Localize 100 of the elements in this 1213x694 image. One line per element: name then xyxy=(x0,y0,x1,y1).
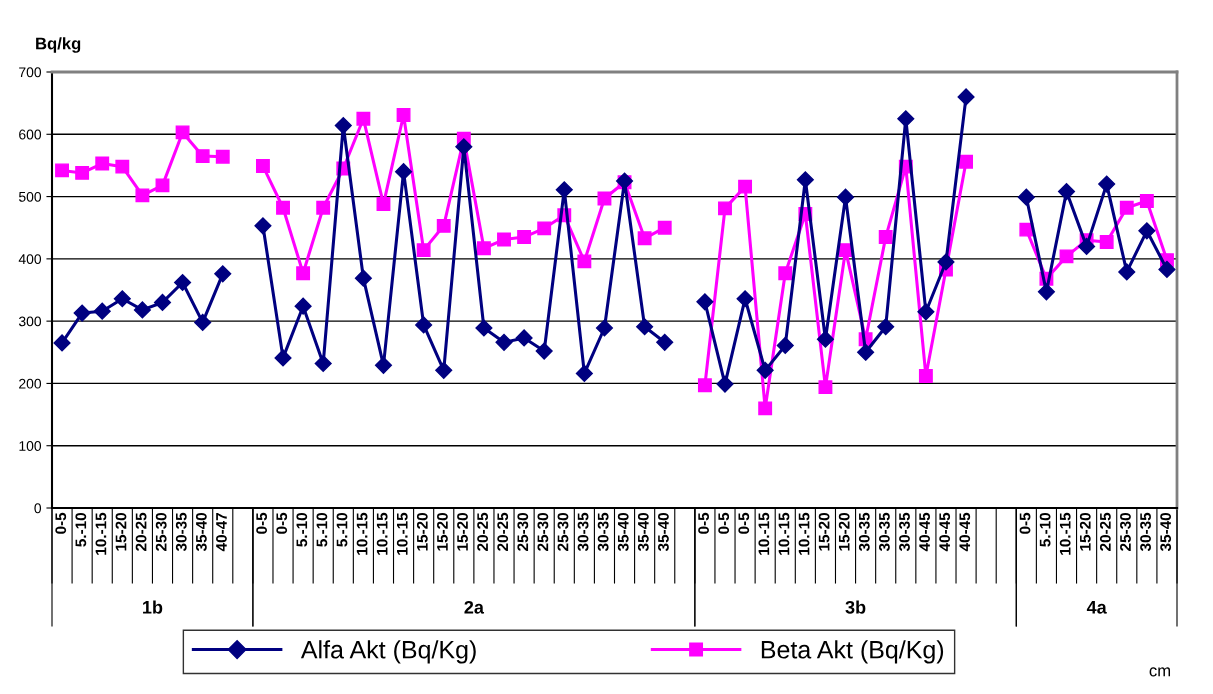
point xyxy=(354,269,372,287)
x-tick-label: 15-20 xyxy=(416,512,428,551)
point xyxy=(878,230,893,245)
point xyxy=(656,333,674,351)
point xyxy=(276,200,290,215)
point xyxy=(515,329,533,347)
x-tick-label: 10.-15 xyxy=(356,512,368,555)
point xyxy=(155,178,170,193)
point xyxy=(396,108,411,122)
point xyxy=(476,241,491,256)
point xyxy=(1139,193,1154,208)
point xyxy=(836,188,855,206)
point xyxy=(697,378,712,393)
x-tick-label: 25-30 xyxy=(557,512,569,551)
x-tick-label: 30-35 xyxy=(858,512,870,552)
x-tick-label: 30-35 xyxy=(175,512,187,552)
x-tick-label: 10.-15 xyxy=(798,512,810,555)
point xyxy=(53,334,71,352)
point xyxy=(316,200,331,215)
point xyxy=(296,266,311,281)
point xyxy=(597,191,612,206)
x-tick-label: 30-35 xyxy=(878,512,890,552)
point xyxy=(175,125,190,140)
point xyxy=(857,343,875,361)
x-tick-label: 30-35 xyxy=(597,512,609,552)
point xyxy=(1098,175,1116,193)
point xyxy=(555,181,573,199)
point xyxy=(897,110,915,128)
point xyxy=(718,201,732,216)
x-tick-label: 0-5 xyxy=(1019,512,1031,534)
point xyxy=(1119,200,1134,215)
x-tick-label: 15-20 xyxy=(437,512,448,551)
point xyxy=(877,318,895,336)
point xyxy=(1078,237,1096,255)
point xyxy=(376,197,391,211)
x-tick-label: 5.-10 xyxy=(75,512,87,547)
point xyxy=(636,318,654,336)
y-axis-title: Bq/kg xyxy=(36,37,81,53)
y-tick-label: 400 xyxy=(18,254,42,265)
point xyxy=(657,220,672,235)
point xyxy=(497,232,511,247)
point xyxy=(395,163,413,181)
point xyxy=(55,163,69,178)
point xyxy=(1138,222,1156,240)
point xyxy=(334,117,352,135)
x-tick-label: 35-40 xyxy=(637,512,649,552)
point xyxy=(374,356,393,374)
point xyxy=(918,369,933,383)
x-tick-label: 10.-15 xyxy=(95,512,107,555)
point xyxy=(95,156,110,171)
point xyxy=(133,301,151,319)
x-tick-label: 15-20 xyxy=(838,512,850,551)
x-tick-label: 25-30 xyxy=(537,512,549,551)
point xyxy=(637,231,652,246)
point xyxy=(818,380,833,395)
x-tick-label: 0-5 xyxy=(276,512,288,534)
x-tick-label: 0-5 xyxy=(55,512,67,534)
point xyxy=(435,361,453,379)
text: 3b xyxy=(845,600,866,614)
y-tick-label: 500 xyxy=(18,191,42,202)
point xyxy=(113,290,131,308)
point xyxy=(135,188,150,203)
y-tick-label: 700 xyxy=(19,67,42,78)
legend-label: Beta Akt (Bq/Kg) xyxy=(761,640,944,664)
x-tick-label: 40-45 xyxy=(939,512,951,552)
x-tick-label: 15-20 xyxy=(115,512,127,551)
x-tick-label: 35-40 xyxy=(617,512,629,552)
point xyxy=(314,354,332,373)
x-tick-label: 20-25 xyxy=(477,512,489,551)
x-tick-label: 25-30 xyxy=(1120,512,1131,551)
text: 2a xyxy=(464,600,485,614)
point xyxy=(495,333,513,351)
point xyxy=(796,171,814,189)
point xyxy=(1099,235,1114,249)
x-tick-label: 10.-15 xyxy=(1059,512,1071,555)
point xyxy=(595,319,614,337)
x-tick-label: 35-40 xyxy=(195,512,207,552)
point xyxy=(174,273,192,292)
x-tick-label: 35-40 xyxy=(658,512,669,552)
x-tick-label: 10.-15 xyxy=(758,512,770,555)
y-tick-label: 200 xyxy=(19,378,42,389)
point xyxy=(455,138,473,156)
point xyxy=(294,297,312,315)
x-tick-label: 20-25 xyxy=(1099,512,1111,551)
x-tick-label: 40-45 xyxy=(919,512,930,552)
x-tick-label: 10.-15 xyxy=(396,512,408,555)
x-tick-label: 0-5 xyxy=(718,512,730,534)
y-tick-label: 100 xyxy=(19,441,42,451)
point xyxy=(959,154,974,169)
x-tick-label: 15-20 xyxy=(1079,512,1091,551)
point xyxy=(758,401,773,416)
point xyxy=(1118,263,1136,281)
point xyxy=(274,349,292,367)
point xyxy=(778,266,793,281)
point xyxy=(1057,183,1076,201)
point xyxy=(917,303,935,321)
y-tick-label: 600 xyxy=(19,129,42,140)
x-tick-label: 15-20 xyxy=(818,512,830,551)
point xyxy=(194,313,212,331)
point xyxy=(816,330,834,348)
